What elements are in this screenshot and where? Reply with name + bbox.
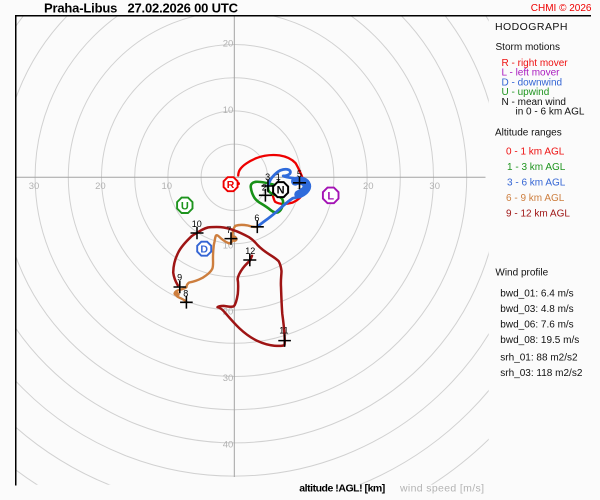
svg-text:D: D <box>200 244 208 256</box>
svg-text:2: 2 <box>262 182 267 192</box>
svg-text:bwd_06: 7.6 m/s: bwd_06: 7.6 m/s <box>500 320 573 331</box>
svg-text:L - left mover: L - left mover <box>502 68 561 79</box>
svg-text:N - mean wind: N - mean wind <box>502 97 566 108</box>
svg-text:5: 5 <box>297 169 302 179</box>
svg-text:6 - 9 km AGL: 6 - 9 km AGL <box>506 193 565 204</box>
svg-text:10: 10 <box>223 240 234 251</box>
svg-text:1: 1 <box>276 172 281 182</box>
svg-text:wind speed [m/s]: wind speed [m/s] <box>399 483 484 495</box>
svg-text:6: 6 <box>254 213 259 223</box>
svg-text:D - downwind: D - downwind <box>502 77 563 88</box>
svg-text:1 - 3 km AGL: 1 - 3 km AGL <box>507 162 566 173</box>
svg-text:40: 40 <box>223 440 234 451</box>
svg-text:srh_01: 88 m2/s2: srh_01: 88 m2/s2 <box>500 353 578 364</box>
svg-text:CHMI © 2026: CHMI © 2026 <box>531 3 592 14</box>
svg-text:3: 3 <box>265 172 270 182</box>
svg-text:in 0 - 6 km AGL: in 0 - 6 km AGL <box>516 107 585 118</box>
svg-text:10: 10 <box>297 181 308 192</box>
svg-text:Wind profile: Wind profile <box>495 268 548 279</box>
svg-text:Storm motions: Storm motions <box>496 42 560 53</box>
svg-text:altitude !AGL! [km]: altitude !AGL! [km] <box>299 483 385 495</box>
svg-text:11: 11 <box>279 325 288 335</box>
svg-text:30: 30 <box>29 181 40 192</box>
svg-text:HODOGRAPH: HODOGRAPH <box>495 21 568 33</box>
svg-text:9: 9 <box>177 272 182 282</box>
svg-text:Altitude ranges: Altitude ranges <box>495 128 562 139</box>
svg-text:bwd_01: 6.4 m/s: bwd_01: 6.4 m/s <box>500 289 573 300</box>
svg-text:10: 10 <box>192 219 202 229</box>
svg-text:30: 30 <box>223 373 234 384</box>
svg-text:Praha-Libus 27.02.2026 00 UT: Praha-Libus 27.02.2026 00 UTC <box>44 0 239 15</box>
svg-text:bwd_03: 4.8 m/s: bwd_03: 4.8 m/s <box>500 304 573 315</box>
svg-text:10: 10 <box>162 181 173 192</box>
svg-text:7: 7 <box>226 225 231 235</box>
svg-text:bwd_08: 19.5 m/s: bwd_08: 19.5 m/s <box>500 335 579 346</box>
svg-text:R: R <box>227 179 235 191</box>
svg-text:N: N <box>277 185 285 197</box>
svg-text:20: 20 <box>363 181 374 192</box>
svg-text:10: 10 <box>223 105 234 116</box>
svg-text:8: 8 <box>183 289 188 299</box>
svg-text:9 - 12 km AGL: 9 - 12 km AGL <box>506 209 570 220</box>
svg-text:U: U <box>181 200 189 212</box>
svg-text:20: 20 <box>95 181 106 192</box>
svg-text:20: 20 <box>223 39 234 50</box>
svg-text:30: 30 <box>429 181 440 192</box>
svg-text:20: 20 <box>223 307 234 318</box>
svg-text:12: 12 <box>245 246 255 256</box>
svg-text:3 - 6 km AGL: 3 - 6 km AGL <box>507 178 566 189</box>
svg-text:U - upwind: U - upwind <box>502 87 550 98</box>
svg-text:R - right mover: R - right mover <box>502 58 569 69</box>
svg-text:L: L <box>327 190 334 202</box>
svg-text:srh_03: 118 m2/s2: srh_03: 118 m2/s2 <box>500 368 583 379</box>
svg-text:0 - 1 km AGL: 0 - 1 km AGL <box>506 147 565 158</box>
